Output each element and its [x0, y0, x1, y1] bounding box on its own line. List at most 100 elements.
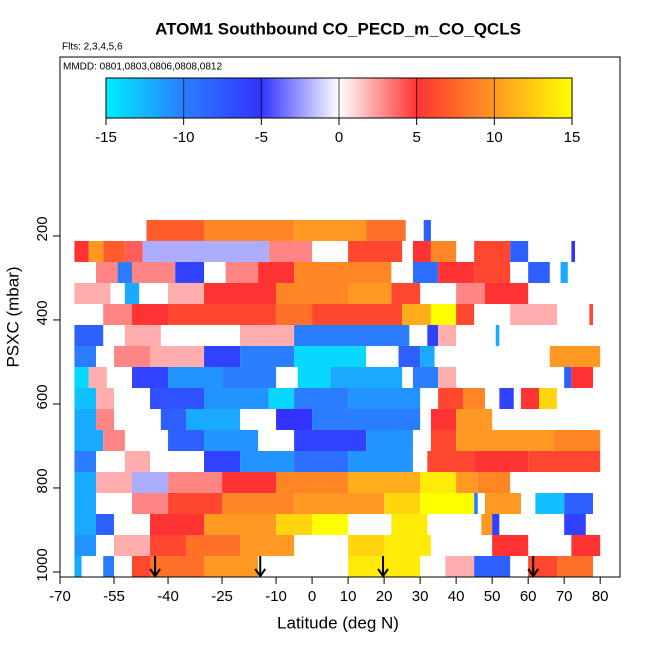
- heat-cell: [294, 387, 349, 409]
- heat-cell: [294, 429, 367, 451]
- heat-cell: [366, 429, 413, 451]
- colorbar-tick-label: -15: [95, 129, 117, 146]
- heat-cell: [477, 471, 511, 493]
- heat-cell: [168, 429, 205, 451]
- heat-cell: [391, 282, 421, 304]
- heat-cell: [438, 387, 464, 409]
- heat-cell: [124, 240, 143, 262]
- heat-cell: [474, 492, 478, 514]
- heat-cell: [553, 429, 601, 451]
- heat-cell: [391, 513, 428, 535]
- heat-cell: [74, 450, 97, 472]
- heat-cell: [538, 387, 557, 409]
- x-tick-label: 30: [412, 588, 429, 605]
- heat-cell: [74, 534, 97, 556]
- x-tick-label: 70: [556, 588, 573, 605]
- heat-cell: [132, 492, 169, 514]
- annotation: MMDD: 0801,0803,0806,0808,0812: [63, 62, 222, 73]
- heat-cell: [366, 219, 406, 241]
- y-tick-label: 800: [34, 468, 51, 493]
- heat-cell: [96, 387, 115, 409]
- heat-cell: [348, 534, 385, 556]
- x-tick-label: -55: [103, 588, 125, 605]
- heat-cell: [74, 513, 97, 535]
- y-tick-label: 1000: [34, 548, 51, 581]
- x-tick-label: -70: [49, 588, 71, 605]
- heat-cell: [240, 450, 295, 472]
- heat-cell: [88, 240, 104, 262]
- heat-cell: [204, 219, 295, 241]
- heat-cell: [510, 240, 529, 262]
- heat-cell: [74, 282, 111, 304]
- heat-cell: [96, 408, 115, 430]
- heat-cell: [132, 555, 151, 577]
- heat-cell: [294, 324, 410, 346]
- flight-arrow-head: [254, 568, 267, 578]
- heat-cell: [168, 492, 223, 514]
- heat-cell: [204, 387, 269, 409]
- heat-cell: [474, 261, 511, 283]
- heat-cell: [96, 471, 133, 493]
- heat-cell: [312, 408, 421, 430]
- heat-cell: [294, 219, 367, 241]
- heat-cell: [124, 450, 151, 472]
- heat-cell: [240, 345, 295, 367]
- flight-arrow-head: [377, 568, 389, 578]
- heat-cell: [384, 534, 431, 556]
- x-tick-label: -25: [211, 588, 233, 605]
- heat-cell: [484, 282, 529, 304]
- flight-arrow-head: [149, 568, 161, 578]
- heat-cell: [74, 345, 97, 367]
- heat-cell: [114, 534, 151, 556]
- heat-cell: [204, 450, 241, 472]
- heat-cell: [222, 492, 295, 514]
- heat-cell: [294, 345, 367, 367]
- heat-cell: [103, 429, 125, 451]
- x-tick-label: 10: [340, 588, 357, 605]
- heat-cell: [168, 366, 223, 388]
- heat-cell: [204, 282, 277, 304]
- plot-frame: [59, 56, 621, 578]
- heat-cell: [402, 303, 431, 325]
- heat-cell: [430, 408, 457, 430]
- heat-cell: [474, 450, 529, 472]
- heat-cell: [398, 345, 421, 367]
- heat-cell: [348, 555, 421, 577]
- x-tick-label: 40: [448, 588, 465, 605]
- heat-cell: [430, 303, 457, 325]
- heat-cell: [74, 366, 89, 388]
- heat-cell: [294, 450, 349, 472]
- x-tick-label: 20: [376, 588, 393, 605]
- colorbar-tick-label: 0: [335, 129, 343, 146]
- chart-title: ATOM1 Southbound CO_PECD_m_CO_QCLS: [155, 19, 521, 38]
- heat-cell: [492, 534, 529, 556]
- heat-cell: [384, 492, 421, 514]
- heat-cell: [225, 261, 259, 283]
- heat-cell: [474, 555, 511, 577]
- heat-cell: [168, 303, 277, 325]
- heat-cell: [420, 492, 475, 514]
- heat-cell: [74, 408, 97, 430]
- heat-cell: [150, 513, 205, 535]
- x-tick-label: -40: [157, 588, 179, 605]
- x-tick-label: 0: [308, 588, 316, 605]
- heat-cell: [74, 471, 97, 493]
- heat-cell: [117, 261, 133, 283]
- heat-cell: [438, 324, 457, 346]
- heat-cell: [560, 261, 568, 283]
- colorbar-tick-label: 15: [564, 129, 581, 146]
- heat-cell: [186, 408, 241, 430]
- heat-cell: [456, 282, 485, 304]
- heat-cell: [423, 219, 431, 241]
- heat-cell: [74, 429, 104, 451]
- overlay: -70 -55 -40 -25 -10 0 10 20 30 40 50 60 70 8020040060…: [34, 56, 621, 605]
- heat-cell: [420, 471, 457, 493]
- heat-cell: [571, 366, 593, 388]
- heat-cell: [222, 366, 277, 388]
- heat-cell: [528, 450, 601, 472]
- heat-cell: [456, 408, 493, 430]
- heat-cell: [499, 387, 514, 409]
- heat-cell: [348, 450, 413, 472]
- heat-cell: [456, 303, 475, 325]
